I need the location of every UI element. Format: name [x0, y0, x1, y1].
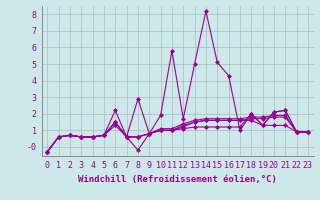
X-axis label: Windchill (Refroidissement éolien,°C): Windchill (Refroidissement éolien,°C)	[78, 175, 277, 184]
